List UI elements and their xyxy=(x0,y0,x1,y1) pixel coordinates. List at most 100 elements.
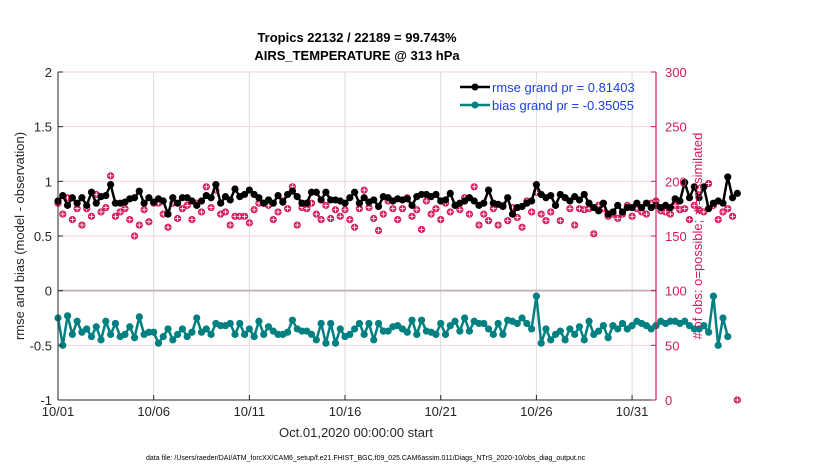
obs-count-marker xyxy=(537,210,545,218)
legend-bias-label: bias grand pr = -0.35055 xyxy=(492,98,634,113)
bias-point xyxy=(465,327,474,335)
obs-count-marker xyxy=(556,217,564,225)
obs-count-marker xyxy=(437,216,445,224)
rmse-point xyxy=(728,194,737,202)
rmse-point xyxy=(240,190,249,199)
bias-point xyxy=(705,328,713,336)
obs-count-marker xyxy=(178,205,186,213)
bias-point xyxy=(408,316,416,324)
bias-point xyxy=(365,319,373,328)
obs-count-marker xyxy=(475,221,483,229)
obs-count-marker xyxy=(111,212,120,220)
y2-tick-label: 50 xyxy=(665,338,679,353)
bias-point xyxy=(618,319,627,328)
rmse-point xyxy=(551,201,560,209)
obs-count-marker xyxy=(351,223,359,231)
rmse-point xyxy=(575,196,584,204)
bias-point xyxy=(111,319,120,328)
rmse-point xyxy=(135,187,143,195)
bias-point xyxy=(312,336,320,344)
obs-count-marker xyxy=(140,206,148,214)
obs-count-marker xyxy=(174,214,182,223)
obs-count-marker xyxy=(642,210,651,218)
obs-count-marker xyxy=(68,216,76,224)
obs-count-marker xyxy=(733,396,741,404)
bias-point xyxy=(336,325,344,333)
obs-count-marker xyxy=(685,216,694,224)
axes: 10/01 10/06 10/11 10/16 10/21 10/26 10/31 -1 -0.… xyxy=(30,65,687,419)
rmse-point xyxy=(92,199,100,207)
rmse-point xyxy=(145,194,153,202)
bias-point xyxy=(709,292,718,300)
obs-count-marker xyxy=(398,205,407,213)
bias-point xyxy=(446,322,454,330)
bias-point xyxy=(63,312,72,320)
bias-point xyxy=(614,325,622,333)
obs-count-marker xyxy=(480,210,488,218)
obs-count-marker xyxy=(370,214,378,223)
bias-point xyxy=(322,339,330,347)
rmse-point xyxy=(217,199,225,207)
obs-count-marker xyxy=(542,217,550,225)
rmse-point xyxy=(83,201,91,209)
y2-tick-label: 300 xyxy=(665,65,687,80)
bias-point xyxy=(135,313,143,321)
rmse-point xyxy=(322,188,330,196)
bias-point xyxy=(307,330,316,338)
obs-count-marker xyxy=(504,217,512,225)
rmse-point xyxy=(724,173,732,181)
obs-count-marker xyxy=(97,208,105,216)
obs-count-marker xyxy=(207,203,215,212)
rmse-point xyxy=(317,196,325,204)
bias-point xyxy=(566,325,574,333)
rmse-point xyxy=(107,181,115,189)
chart-title: Tropics 22132 / 22189 = 99.743% xyxy=(257,30,457,45)
bias-point xyxy=(585,317,593,325)
bias-point xyxy=(351,325,359,333)
obs-count-marker xyxy=(102,203,110,212)
rmse-point xyxy=(504,194,512,202)
bias-point xyxy=(456,327,464,335)
obs-count-marker xyxy=(197,208,206,216)
bias-point xyxy=(370,336,378,344)
rmse-point xyxy=(63,201,72,209)
obs-count-marker xyxy=(465,210,474,218)
bias-point xyxy=(346,330,354,338)
obs-count-marker xyxy=(126,216,134,224)
obs-count-marker xyxy=(470,183,478,191)
rmse-point xyxy=(255,194,263,202)
rmse-point xyxy=(245,186,253,194)
obs-count-marker xyxy=(518,223,526,231)
rmse-point xyxy=(733,189,741,197)
rmse-point xyxy=(508,210,517,218)
bias-point xyxy=(417,316,426,324)
rmse-point xyxy=(470,197,478,205)
y-tick-label: 1 xyxy=(45,174,52,189)
bias-point xyxy=(130,334,139,342)
rmse-point xyxy=(695,194,703,202)
bias-point xyxy=(594,327,603,335)
rmse-point xyxy=(594,207,603,215)
obs-count-marker xyxy=(341,206,349,214)
rmse-point xyxy=(441,196,450,204)
obs-count-marker xyxy=(130,232,139,240)
rmse-point xyxy=(212,181,220,189)
bias-point xyxy=(413,330,421,338)
rmse-point xyxy=(68,194,76,202)
bias-point xyxy=(542,325,550,333)
rmse-point xyxy=(580,190,588,199)
obs-count-marker xyxy=(250,206,258,214)
rmse-point xyxy=(140,199,148,207)
bias-point xyxy=(437,319,445,328)
rmse-point xyxy=(355,199,363,207)
bias-point xyxy=(97,336,105,344)
obs-count-marker xyxy=(107,172,115,180)
obs-count-marker xyxy=(135,221,143,229)
bias-point xyxy=(226,319,234,328)
bias-point xyxy=(331,339,340,347)
obs-count-marker xyxy=(336,212,344,220)
bias-point xyxy=(193,314,201,322)
bias-point xyxy=(571,330,579,338)
bias-point xyxy=(575,323,584,331)
bias-point xyxy=(188,328,196,336)
